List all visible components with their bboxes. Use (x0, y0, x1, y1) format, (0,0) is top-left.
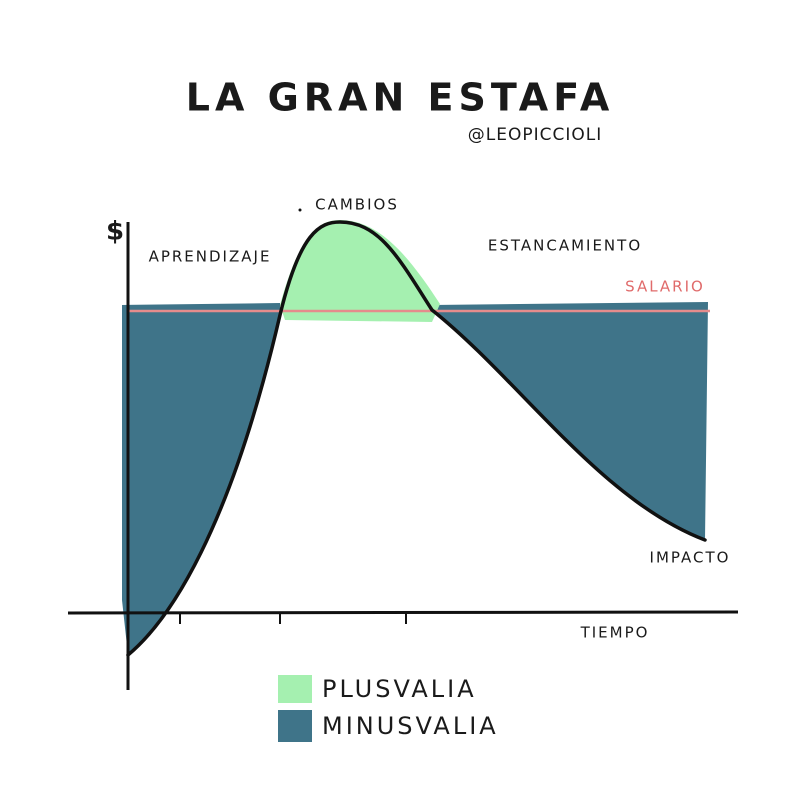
phase-label: CAMBIOS (315, 196, 399, 214)
x-axis-label: TIEMPO (580, 624, 650, 642)
salary-label: SALARIO (625, 278, 705, 296)
dot (298, 208, 302, 212)
minusvalia-area (122, 303, 280, 655)
legend-label: PLUSVALIA (322, 675, 477, 703)
phase-label: IMPACTO (650, 549, 731, 567)
legend-swatch (278, 675, 312, 703)
legend-label: MINUSVALIA (322, 712, 499, 740)
y-axis-label: $ (106, 217, 124, 247)
plusvalia-area (280, 220, 440, 322)
author: @LEOPICCIOLI (468, 125, 602, 145)
legend-swatch (278, 710, 312, 742)
phase-label: APRENDIZAJE (149, 248, 272, 266)
minusvalia-area (432, 302, 708, 540)
phase-label: ESTANCAMIENTO (488, 237, 642, 255)
title: LA GRAN ESTAFA (186, 76, 614, 120)
career-curve (126, 220, 707, 657)
x-axis (67, 610, 739, 615)
